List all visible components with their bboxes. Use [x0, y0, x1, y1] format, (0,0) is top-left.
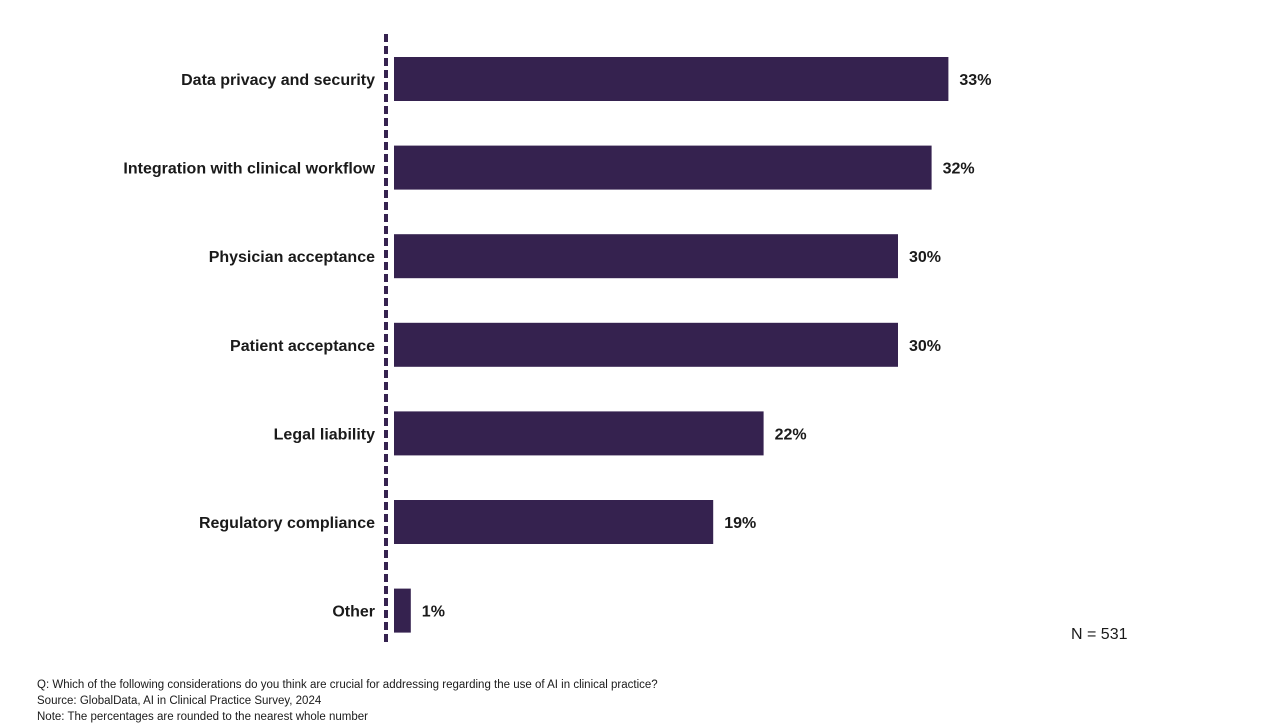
- category-label: Integration with clinical workflow: [123, 161, 375, 178]
- footnote-note: Note: The percentages are rounded to the…: [37, 711, 368, 723]
- sample-size-label: N = 531: [1071, 626, 1128, 643]
- data-label: 30%: [909, 338, 941, 355]
- category-label: Physician acceptance: [209, 249, 375, 266]
- bar: [394, 588, 411, 633]
- footnotes: Q: Which of the following considerations…: [37, 677, 658, 725]
- data-label: 30%: [909, 249, 941, 266]
- bar: [394, 411, 764, 456]
- category-label: Legal liability: [274, 426, 375, 443]
- bar: [394, 57, 949, 101]
- bar: [394, 322, 898, 367]
- category-label: Data privacy and security: [181, 72, 375, 89]
- category-label: Other: [332, 604, 375, 621]
- category-label: Patient acceptance: [230, 338, 375, 355]
- data-label: 33%: [959, 72, 991, 89]
- data-label: 32%: [943, 161, 975, 178]
- data-label: 1%: [422, 604, 445, 621]
- bar: [394, 145, 932, 190]
- category-label: Regulatory compliance: [199, 515, 375, 532]
- bar: [394, 500, 714, 544]
- bar: [394, 234, 898, 279]
- footnote-source: Source: GlobalData, AI in Clinical Pract…: [37, 695, 322, 707]
- data-label: 19%: [724, 515, 756, 532]
- footnote-question: Q: Which of the following considerations…: [37, 679, 658, 691]
- data-label: 22%: [775, 426, 807, 443]
